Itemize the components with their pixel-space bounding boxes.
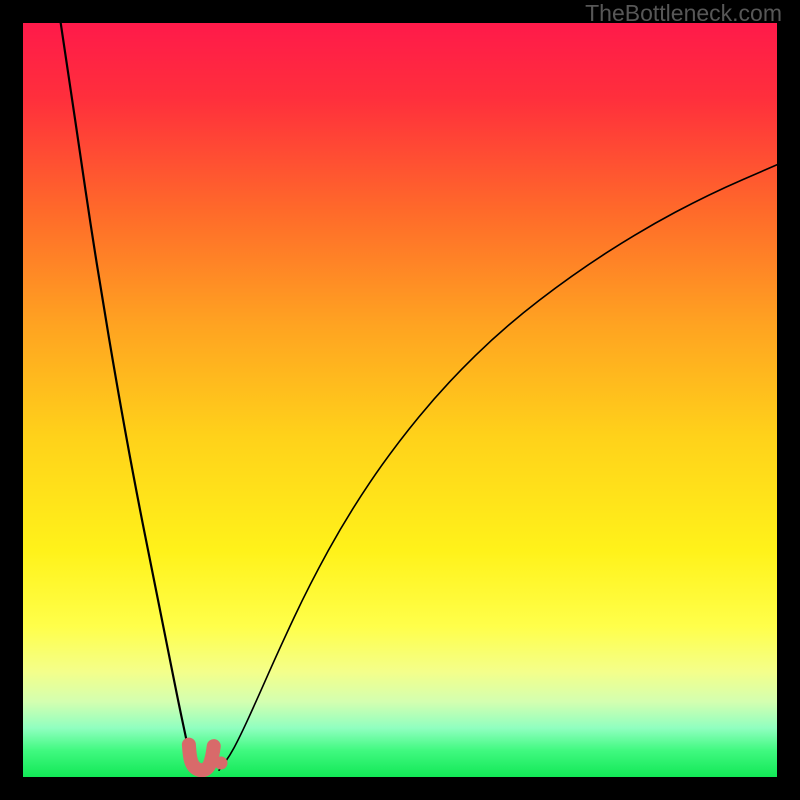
marker-u-shape bbox=[189, 745, 214, 771]
chart-canvas: TheBottleneck.com bbox=[0, 0, 800, 800]
marker-dot bbox=[215, 756, 228, 769]
curve-layer bbox=[23, 23, 777, 777]
left-curve bbox=[61, 23, 197, 771]
watermark-text: TheBottleneck.com bbox=[585, 0, 782, 27]
plot-area bbox=[23, 23, 777, 777]
right-curve bbox=[219, 165, 777, 770]
